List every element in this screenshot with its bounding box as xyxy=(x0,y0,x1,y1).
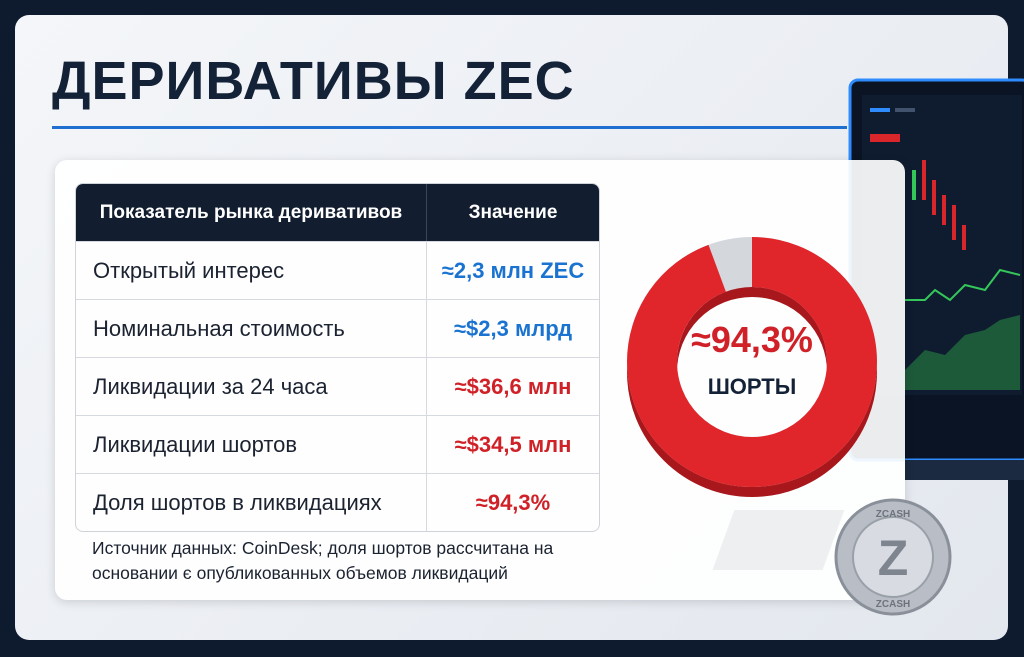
coin-symbol: Z xyxy=(878,530,909,586)
value: ≈2,3 млн ZEC xyxy=(426,241,599,299)
table-row: Ликвидации за 24 часа ≈$36,6 млн xyxy=(76,357,599,415)
metric: Ликвидации шортов xyxy=(76,415,426,473)
title: ДЕРИВАТИВЫ ZEC xyxy=(52,51,575,111)
table-row: Номинальная стоимость ≈$2,3 млрд xyxy=(76,299,599,357)
table-row: Ликвидации шортов ≈$34,5 млн xyxy=(76,415,599,473)
column-header: Показатель рынка деривативов xyxy=(76,184,426,241)
donut-label: ≈94,3% xyxy=(691,319,813,360)
donut-caption: ШОРТЫ xyxy=(708,374,797,399)
metric: Номинальная стоимость xyxy=(76,299,426,357)
metric: Ликвидации за 24 часа xyxy=(76,357,426,415)
coin: Z ZCASH ZCASH xyxy=(834,498,952,616)
coin-text: ZCASH xyxy=(876,509,910,520)
table-header: Показатель рынка деривативов Значение xyxy=(76,184,599,241)
footnote: Источник данных: CoinDesk; доля шортов р… xyxy=(92,536,553,586)
value: ≈$36,6 млн xyxy=(426,357,599,415)
footnote-line: основании є опубликованных объемов ликви… xyxy=(92,563,508,583)
column-header: Значение xyxy=(426,184,599,241)
table: Показатель рынка деривативов Значение От… xyxy=(75,183,600,532)
value: ≈$34,5 млн xyxy=(426,415,599,473)
footnote-line: Источник данных: CoinDesk; доля шортов р… xyxy=(92,538,554,558)
table-row: Доля шортов в ликвидациях ≈94,3% xyxy=(76,473,599,531)
metric: Доля шортов в ликвидациях xyxy=(76,473,426,531)
donut-arc xyxy=(627,237,877,487)
title-rule xyxy=(52,126,847,129)
metric: Открытый интерес xyxy=(76,241,426,299)
value: ≈$2,3 млрд xyxy=(426,299,599,357)
table-row: Открытый интерес ≈2,3 млн ZEC xyxy=(76,241,599,299)
coin-text: ZCASH xyxy=(876,599,910,610)
value: ≈94,3% xyxy=(426,473,599,531)
